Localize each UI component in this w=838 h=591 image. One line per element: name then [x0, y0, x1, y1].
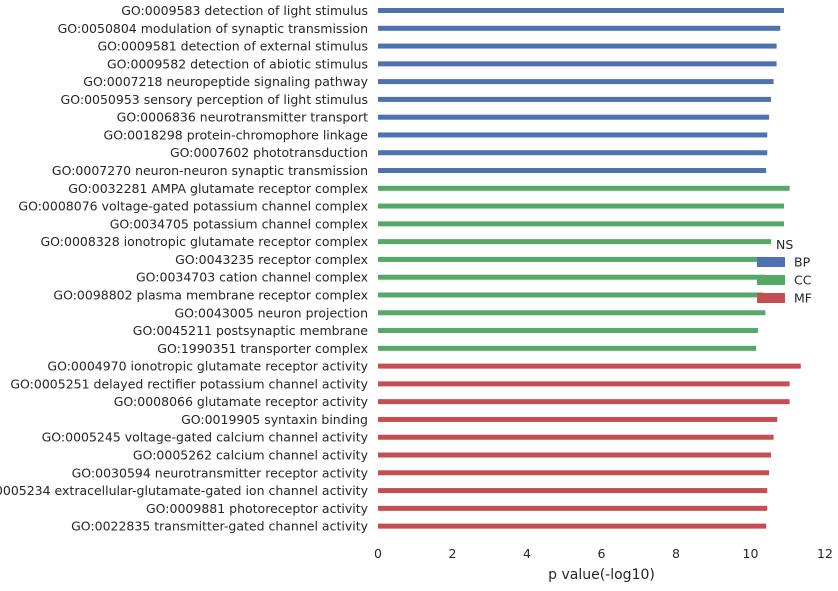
x-tick-label-2: 2 — [449, 546, 457, 561]
legend-label-cc: CC — [794, 273, 812, 288]
bar-3 — [378, 43, 777, 49]
bar-8 — [378, 132, 768, 138]
x-tick-label-1: 0 — [374, 546, 382, 561]
category-label-26: GO:0005262 calcium channel activity — [133, 448, 369, 463]
category-label-17: GO:0098802 plasma membrane receptor comp… — [53, 287, 368, 302]
bar-7 — [378, 114, 770, 120]
category-label-30: GO:0022835 transmitter-gated channel act… — [71, 519, 368, 534]
bar-15 — [378, 256, 770, 262]
x-axis-label: p value(-log10) — [548, 567, 655, 583]
bar-21 — [378, 363, 801, 369]
category-label-28: GO:0005234 extracellular-glutamate-gated… — [0, 483, 369, 498]
bar-30 — [378, 523, 767, 529]
bar-26 — [378, 452, 771, 458]
category-label-10: GO:0007270 neuron-neuron synaptic transm… — [52, 163, 368, 178]
x-tick-label-5: 8 — [672, 546, 680, 561]
category-label-22: GO:0005251 delayed rectifier potassium c… — [10, 376, 368, 391]
bar-17 — [378, 292, 764, 298]
legend-swatch-cc — [757, 275, 785, 285]
bar-10 — [378, 168, 767, 174]
category-label-15: GO:0043235 receptor complex — [175, 252, 368, 267]
bar-13 — [378, 221, 785, 227]
bar-11 — [378, 185, 790, 191]
legend-swatch-mf — [757, 293, 785, 303]
legend-label-bp: BP — [794, 255, 811, 270]
category-label-2: GO:0050804 modulation of synaptic transm… — [58, 21, 368, 36]
x-axis: 0 2 4 6 8 10 12 — [374, 546, 833, 561]
category-label-24: GO:0019905 syntaxin binding — [181, 412, 368, 427]
legend-title: NS — [776, 237, 793, 252]
bar-12 — [378, 203, 785, 209]
x-tick-label-4: 6 — [598, 546, 606, 561]
bar-22 — [378, 381, 790, 387]
category-label-9: GO:0007602 phototransduction — [170, 145, 368, 160]
category-label-4: GO:0009582 detection of abiotic stimulus — [107, 56, 368, 71]
bar-6 — [378, 96, 771, 102]
bar-27 — [378, 470, 770, 476]
bar-28 — [378, 488, 768, 494]
category-label-20: GO:1990351 transporter complex — [157, 341, 368, 356]
bar-19 — [378, 328, 758, 334]
bar-9 — [378, 150, 768, 156]
bar-24 — [378, 416, 778, 422]
bar-14 — [378, 239, 771, 245]
bar-1 — [378, 8, 785, 13]
category-label-6: GO:0050953 sensory perception of light s… — [61, 92, 368, 107]
category-label-1: GO:0009583 detection of light stimulus — [121, 3, 368, 18]
bar-29 — [378, 505, 768, 511]
x-tick-label-6: 10 — [743, 546, 759, 561]
bar-group — [378, 8, 801, 529]
bar-2 — [378, 25, 781, 31]
category-label-18: GO:0043005 neuron projection — [174, 305, 368, 320]
category-label-3: GO:0009581 detection of external stimulu… — [98, 39, 369, 54]
category-label-group: GO:0009583 detection of light stimulus GO… — [0, 3, 369, 534]
category-label-14: GO:0008328 ionotropic glutamate receptor… — [41, 234, 369, 249]
category-label-5: GO:0007218 neuropeptide signaling pathwa… — [83, 74, 368, 89]
category-label-7: GO:0006836 neurotransmitter transport — [117, 110, 368, 125]
category-label-16: GO:0034703 cation channel complex — [136, 270, 368, 285]
x-tick-label-3: 4 — [523, 546, 531, 561]
category-label-27: GO:0030594 neurotransmitter receptor act… — [72, 465, 369, 480]
category-label-13: GO:0034705 potassium channel complex — [110, 216, 368, 231]
bar-18 — [378, 310, 766, 316]
bar-25 — [378, 434, 774, 440]
category-label-29: GO:0009881 photoreceptor activity — [146, 501, 369, 516]
bar-16 — [378, 274, 766, 280]
category-label-11: GO:0032281 AMPA glutamate receptor compl… — [68, 181, 368, 196]
category-label-23: GO:0008066 glutamate receptor activity — [114, 394, 369, 409]
category-label-21: GO:0004970 ionotropic glutamate receptor… — [47, 359, 368, 374]
legend-swatch-bp — [757, 257, 785, 267]
x-tick-label-7: 12 — [817, 546, 833, 561]
bar-23 — [378, 399, 790, 405]
bar-20 — [378, 345, 757, 351]
category-label-19: GO:0045211 postsynaptic membrane — [133, 323, 369, 338]
bar-5 — [378, 79, 774, 85]
category-label-12: GO:0008076 voltage-gated potassium chann… — [18, 199, 368, 214]
legend-label-mf: MF — [794, 291, 812, 306]
category-label-8: GO:0018298 protein-chromophore linkage — [104, 127, 369, 142]
bar-4 — [378, 61, 777, 67]
category-label-25: GO:0005245 voltage-gated calcium channel… — [42, 430, 369, 445]
